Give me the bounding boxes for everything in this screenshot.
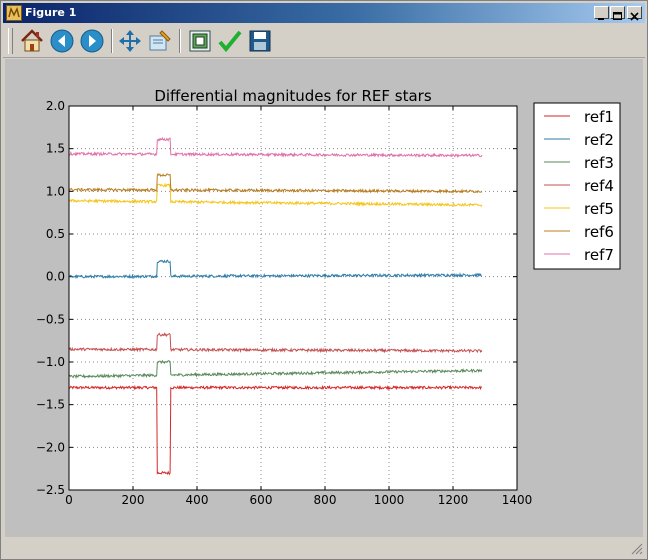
x-tick-label: 1400 bbox=[502, 493, 533, 507]
status-bar bbox=[3, 539, 645, 557]
zoom-button[interactable] bbox=[147, 28, 173, 54]
series-line-ref7 bbox=[68, 136, 483, 158]
y-tick-label: −0.5 bbox=[36, 312, 65, 326]
series-line-ref3 bbox=[68, 359, 483, 380]
x-tick-label: 1000 bbox=[374, 493, 405, 507]
x-tick-label: 200 bbox=[122, 493, 145, 507]
edit-check-icon bbox=[218, 30, 242, 53]
maximize-button[interactable] bbox=[610, 6, 625, 20]
forward-icon bbox=[80, 29, 104, 53]
chart-title: Differential magnitudes for REF stars bbox=[154, 87, 431, 105]
save-icon bbox=[249, 30, 271, 52]
plot-frame bbox=[68, 105, 518, 491]
edit-parameters-button[interactable] bbox=[217, 28, 243, 54]
x-tick-label: 400 bbox=[186, 493, 209, 507]
legend-box bbox=[533, 102, 621, 270]
close-button[interactable] bbox=[627, 6, 642, 21]
home-icon bbox=[21, 29, 43, 52]
save-button[interactable] bbox=[247, 28, 273, 54]
app-icon[interactable] bbox=[6, 5, 22, 21]
configure-subplots-icon bbox=[189, 30, 211, 52]
plot-area bbox=[69, 106, 517, 490]
home-button[interactable] bbox=[19, 28, 45, 54]
toolbar-separator bbox=[111, 29, 113, 53]
series-line-ref5 bbox=[68, 182, 483, 208]
x-tick-label: 0 bbox=[65, 493, 73, 507]
y-tick-label: 2.0 bbox=[46, 99, 65, 113]
minimize-button[interactable] bbox=[594, 6, 609, 20]
series-line-ref1 bbox=[68, 384, 483, 476]
back-button[interactable] bbox=[49, 28, 75, 54]
navigation-toolbar bbox=[3, 25, 645, 58]
y-tick-label: 1.5 bbox=[46, 142, 65, 156]
plot-svg: 0 200 400 600 800 1000 1200 1400 2.0 1.5 1.0 0.5 0.0… bbox=[36, 87, 621, 507]
legend-label-ref1: ref1 bbox=[584, 108, 614, 126]
series-line-ref6 bbox=[68, 172, 483, 195]
legend-label-ref5: ref5 bbox=[584, 200, 614, 218]
legend-label-ref6: ref6 bbox=[584, 223, 614, 241]
toolbar-separator bbox=[179, 29, 181, 53]
y-tick-label: −2.5 bbox=[36, 483, 65, 497]
configure-subplots-button[interactable] bbox=[187, 28, 213, 54]
x-tick-label: 800 bbox=[314, 493, 337, 507]
resize-grip-icon[interactable] bbox=[631, 543, 643, 555]
legend-label-ref3: ref3 bbox=[584, 154, 614, 172]
y-tick-label: 0.0 bbox=[46, 270, 65, 284]
series-line-ref2 bbox=[68, 259, 483, 280]
y-tick-label: −2.0 bbox=[36, 440, 65, 454]
legend-label-ref7: ref7 bbox=[584, 246, 614, 264]
pan-button[interactable] bbox=[117, 28, 143, 54]
zoom-icon bbox=[149, 30, 171, 51]
forward-button[interactable] bbox=[79, 28, 105, 54]
series-line-ref4 bbox=[68, 332, 483, 354]
y-tick-label: −1.0 bbox=[36, 355, 65, 369]
title-bar[interactable]: Figure 1 bbox=[3, 3, 645, 23]
figure-canvas[interactable]: 0 200 400 600 800 1000 1200 1400 2.0 1.5 1.0 0.5 0.0… bbox=[5, 59, 643, 537]
x-tick-label: 1200 bbox=[438, 493, 469, 507]
legend-label-ref4: ref4 bbox=[584, 177, 614, 195]
window-title: Figure 1 bbox=[25, 6, 77, 19]
y-tick-label: −1.5 bbox=[36, 398, 65, 412]
back-icon bbox=[50, 29, 74, 53]
x-tick-label: 600 bbox=[250, 493, 273, 507]
y-tick-label: 0.5 bbox=[46, 227, 65, 241]
y-tick-label: 1.0 bbox=[46, 184, 65, 198]
toolbar-grip[interactable] bbox=[8, 28, 13, 54]
pan-icon bbox=[119, 30, 141, 52]
legend-label-ref2: ref2 bbox=[584, 131, 614, 149]
